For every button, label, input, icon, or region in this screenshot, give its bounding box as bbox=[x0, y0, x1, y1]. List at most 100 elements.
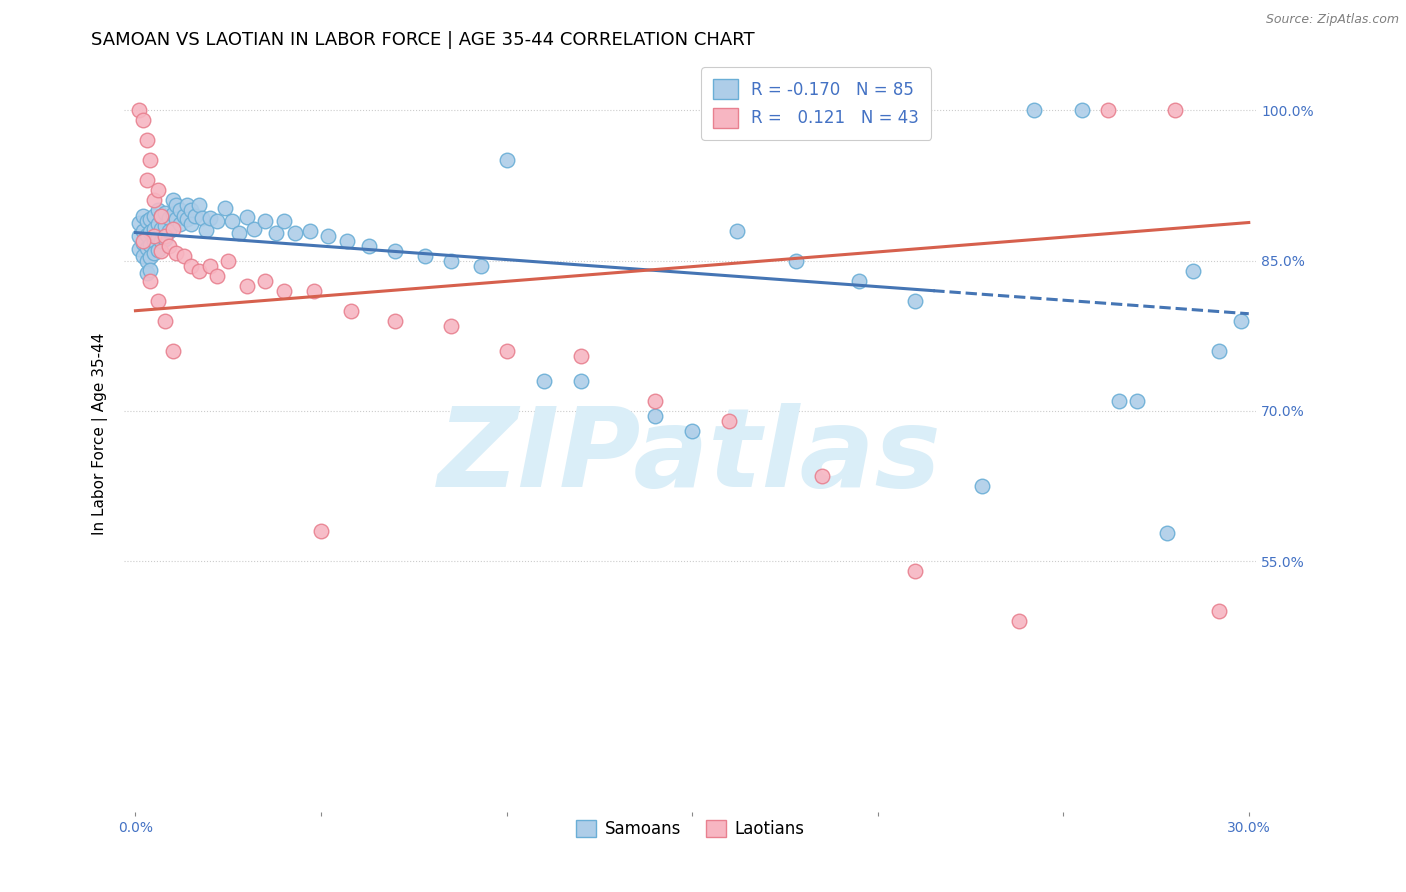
Point bbox=[1230, 314, 1253, 328]
Point bbox=[221, 213, 243, 227]
Point bbox=[904, 564, 927, 578]
Point bbox=[180, 259, 202, 273]
Point bbox=[495, 343, 517, 358]
Point bbox=[495, 153, 517, 168]
Point bbox=[150, 209, 173, 223]
Point bbox=[169, 217, 191, 231]
Point bbox=[1108, 393, 1130, 408]
Point bbox=[440, 318, 463, 333]
Point bbox=[785, 253, 807, 268]
Point bbox=[128, 103, 150, 118]
Point bbox=[143, 234, 166, 248]
Point bbox=[359, 238, 381, 252]
Point bbox=[569, 349, 592, 363]
Point bbox=[1182, 263, 1205, 277]
Point bbox=[1208, 604, 1230, 618]
Point bbox=[146, 243, 169, 257]
Point bbox=[1163, 103, 1185, 118]
Point bbox=[413, 249, 436, 263]
Point bbox=[162, 206, 184, 220]
Point bbox=[191, 211, 214, 225]
Point bbox=[384, 244, 406, 258]
Point bbox=[848, 274, 870, 288]
Legend: Samoans, Laotians: Samoans, Laotians bbox=[569, 814, 811, 845]
Point bbox=[811, 469, 834, 483]
Point bbox=[298, 223, 321, 237]
Point bbox=[569, 374, 592, 388]
Point bbox=[135, 266, 157, 280]
Point bbox=[135, 227, 157, 242]
Point bbox=[718, 414, 741, 428]
Point bbox=[243, 221, 266, 235]
Point bbox=[273, 284, 295, 298]
Point bbox=[132, 113, 155, 128]
Point bbox=[132, 209, 155, 223]
Point bbox=[266, 226, 288, 240]
Point bbox=[1022, 103, 1045, 118]
Point bbox=[135, 213, 157, 227]
Point bbox=[162, 343, 184, 358]
Point bbox=[139, 237, 162, 252]
Point bbox=[725, 223, 748, 237]
Text: Source: ZipAtlas.com: Source: ZipAtlas.com bbox=[1265, 13, 1399, 27]
Point bbox=[176, 198, 198, 212]
Point bbox=[146, 184, 169, 198]
Point bbox=[139, 274, 162, 288]
Text: SAMOAN VS LAOTIAN IN LABOR FORCE | AGE 35-44 CORRELATION CHART: SAMOAN VS LAOTIAN IN LABOR FORCE | AGE 3… bbox=[91, 31, 755, 49]
Point bbox=[470, 259, 492, 273]
Point bbox=[165, 211, 187, 226]
Point bbox=[336, 234, 359, 248]
Point bbox=[165, 245, 187, 260]
Point bbox=[143, 228, 166, 243]
Point bbox=[533, 374, 555, 388]
Point bbox=[150, 221, 173, 235]
Point bbox=[339, 303, 361, 318]
Point bbox=[128, 242, 150, 256]
Point bbox=[176, 211, 198, 226]
Point bbox=[135, 133, 157, 147]
Text: ZIPatlas: ZIPatlas bbox=[439, 402, 942, 509]
Point bbox=[143, 245, 166, 260]
Point bbox=[135, 253, 157, 268]
Point bbox=[139, 250, 162, 264]
Point bbox=[162, 194, 184, 208]
Point bbox=[143, 221, 166, 235]
Point bbox=[198, 259, 221, 273]
Point bbox=[143, 209, 166, 223]
Point bbox=[146, 229, 169, 244]
Point bbox=[150, 234, 173, 248]
Point bbox=[440, 253, 463, 268]
Point bbox=[173, 249, 195, 263]
Point bbox=[132, 249, 155, 263]
Point bbox=[139, 262, 162, 277]
Point bbox=[644, 393, 666, 408]
Point bbox=[681, 424, 703, 438]
Point bbox=[228, 226, 250, 240]
Point bbox=[150, 209, 173, 223]
Point bbox=[169, 203, 191, 218]
Point bbox=[384, 314, 406, 328]
Point bbox=[150, 244, 173, 258]
Point bbox=[153, 231, 176, 245]
Point bbox=[1208, 343, 1230, 358]
Point bbox=[139, 225, 162, 239]
Point bbox=[254, 213, 277, 227]
Point bbox=[254, 274, 277, 288]
Point bbox=[970, 479, 993, 493]
Point bbox=[153, 228, 176, 243]
Point bbox=[198, 211, 221, 225]
Y-axis label: In Labor Force | Age 35-44: In Labor Force | Age 35-44 bbox=[93, 333, 108, 534]
Point bbox=[135, 241, 157, 255]
Point bbox=[309, 524, 332, 539]
Point bbox=[128, 215, 150, 229]
Point bbox=[217, 253, 239, 268]
Point bbox=[165, 198, 187, 212]
Point bbox=[128, 228, 150, 243]
Point bbox=[236, 278, 259, 293]
Point bbox=[139, 153, 162, 168]
Point bbox=[194, 222, 217, 236]
Point bbox=[132, 223, 155, 237]
Point bbox=[644, 409, 666, 423]
Point bbox=[153, 314, 176, 328]
Point bbox=[157, 211, 180, 225]
